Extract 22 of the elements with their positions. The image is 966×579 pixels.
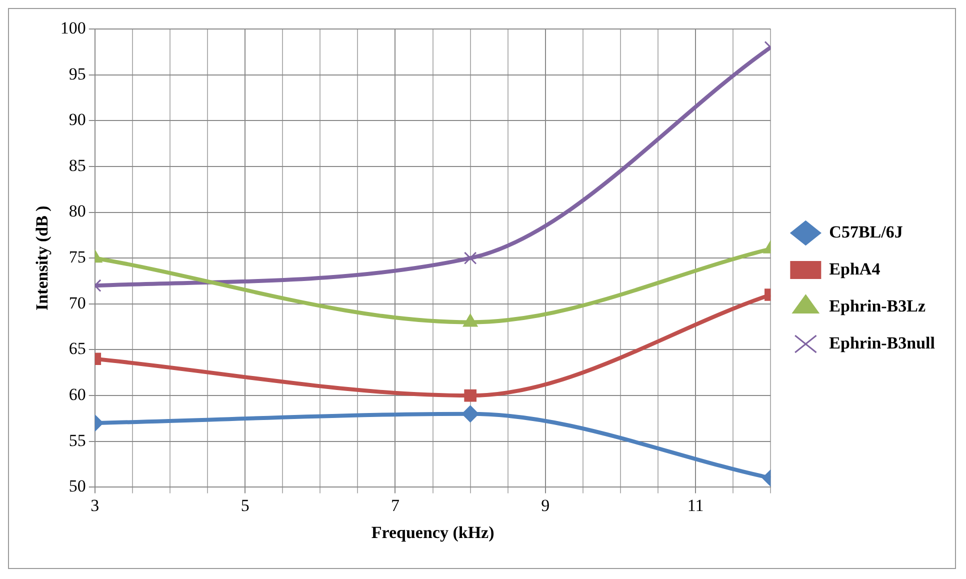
legend-label: Ephrin-B3null [829, 333, 936, 352]
x-tick-label: 9 [541, 496, 550, 515]
y-tick-label: 50 [68, 476, 86, 496]
y-tick-label: 55 [68, 430, 86, 450]
x-tick-label: 11 [687, 496, 704, 515]
y-tick-label: 100 [60, 18, 86, 38]
y-tick-label: 85 [68, 156, 86, 175]
legend-label: C57BL/6J [829, 222, 904, 242]
y-tick-label: 65 [68, 339, 86, 358]
x-axis-title: Frequency (kHz) [371, 523, 494, 542]
y-tick-label: 60 [68, 385, 86, 404]
x-tick-label: 3 [90, 496, 100, 515]
y-tick-label: 75 [68, 248, 86, 267]
y-tick-label: 80 [68, 202, 86, 221]
y-tick-label: 95 [68, 64, 86, 84]
y-axis-title: Intensity (dB ) [32, 206, 52, 311]
y-tick-label: 90 [68, 110, 86, 130]
x-tick-label: 5 [240, 496, 250, 515]
y-tick-label: 70 [68, 293, 86, 312]
x-tick-label: 7 [390, 496, 400, 515]
legend-label: EphA4 [829, 259, 881, 278]
legend-label: Ephrin-B3Lz [829, 296, 926, 316]
